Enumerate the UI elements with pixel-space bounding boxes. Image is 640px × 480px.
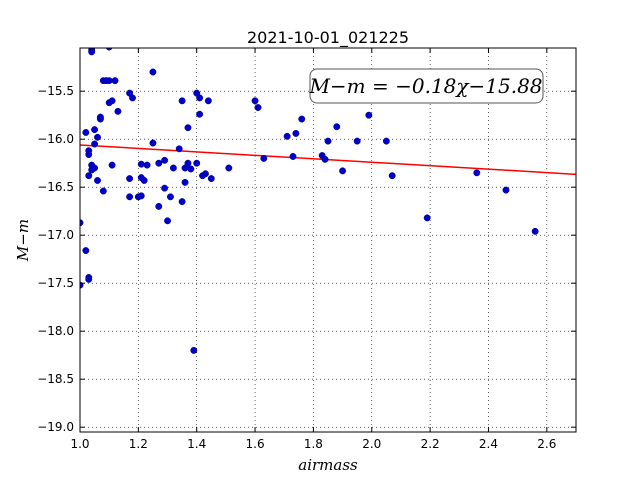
annotation-frame [309,68,544,104]
data-point [149,68,157,76]
data-point [321,155,329,163]
data-point [161,156,169,164]
data-point [129,94,136,102]
data-point [108,97,116,105]
data-point [85,151,93,159]
data-point [96,113,104,121]
data-point [202,170,209,178]
data-point [143,161,151,169]
data-point [254,104,262,111]
fit-annotation-box: M−m = −0.18χ−15.88 [308,68,544,104]
data-point [502,186,510,194]
data-point [353,137,361,145]
x-axis-label: airmass [298,456,358,474]
data-point [388,172,396,180]
data-point [137,192,145,200]
data-point [164,217,171,225]
x-tick-label: 1.2 [129,437,148,451]
data-point [137,160,145,168]
data-point [187,165,195,173]
y-tick-label: −16.5 [37,180,74,194]
data-point [339,167,347,175]
data-point [382,137,390,145]
x-tick-label: 1.8 [304,437,323,451]
chart-title: 2021-10-01_021225 [247,28,409,48]
data-point [99,187,107,195]
data-point [423,214,431,222]
data-point [473,169,481,177]
x-axis-ticks: 1.0 1.2 1.4 1.6 1.8 2.0 2.2 2.4 2.6 [70,48,556,451]
data-point [324,137,332,145]
data-point [91,126,99,134]
data-points [80,48,539,354]
data-point [94,133,101,141]
fit-equation: M−m = −0.18χ−15.88 [308,74,542,98]
data-point [94,177,101,184]
data-point [531,227,539,235]
data-point [260,154,268,162]
y-tick-label: −16.0 [37,132,74,146]
data-point [85,275,93,283]
data-point [111,77,119,85]
data-point [105,77,113,85]
data-point [149,139,157,147]
data-point [85,172,93,180]
data-point [126,175,134,183]
y-axis-ticks: −15.5 −16.0 −16.5 −17.0 −17.5 −18.0 −18.5 −19.0 [37,84,576,434]
data-point [196,110,204,118]
data-point [196,94,204,102]
data-point [178,97,186,105]
x-tick-label: 2.4 [479,437,498,451]
data-point [184,124,192,132]
data-point [193,159,201,167]
x-tick-label: 1.6 [246,437,265,451]
x-tick-label: 2.0 [362,437,381,451]
y-tick-label: −18.5 [37,372,74,386]
data-point [225,164,233,172]
data-point [140,177,148,184]
data-point [184,159,192,167]
data-point [155,159,163,167]
data-point [91,164,99,172]
x-tick-label: 1.4 [187,437,206,451]
data-point [82,247,90,255]
data-point [178,198,186,206]
data-point [190,346,198,354]
y-tick-label: −17.5 [37,276,74,290]
data-point [88,48,96,56]
y-axis-label: M−m [14,219,32,262]
x-tick-label: 1.0 [70,437,89,451]
y-tick-label: −19.0 [37,420,74,434]
plot-frame [79,47,577,433]
y-tick-label: −17.0 [37,228,74,242]
data-point [181,178,189,186]
data-point [365,111,373,119]
data-point [333,123,341,131]
data-point [204,97,212,105]
y-tick-label: −18.0 [37,324,74,338]
data-point [169,164,177,172]
data-point [175,145,183,153]
data-point [166,193,174,201]
data-point [126,193,134,201]
data-point [155,202,163,210]
data-point [91,140,99,148]
data-point [251,97,259,105]
data-point [161,184,169,192]
data-point [292,129,300,137]
data-point [114,107,122,115]
data-point [108,161,116,169]
data-point [207,175,215,183]
data-point [289,153,297,160]
data-point [82,129,90,136]
x-tick-label: 2.6 [537,437,556,451]
x-tick-label: 2.2 [421,437,440,451]
data-point [283,132,291,140]
y-tick-label: −15.5 [37,84,74,98]
data-point [298,115,306,123]
data-point [105,48,113,51]
